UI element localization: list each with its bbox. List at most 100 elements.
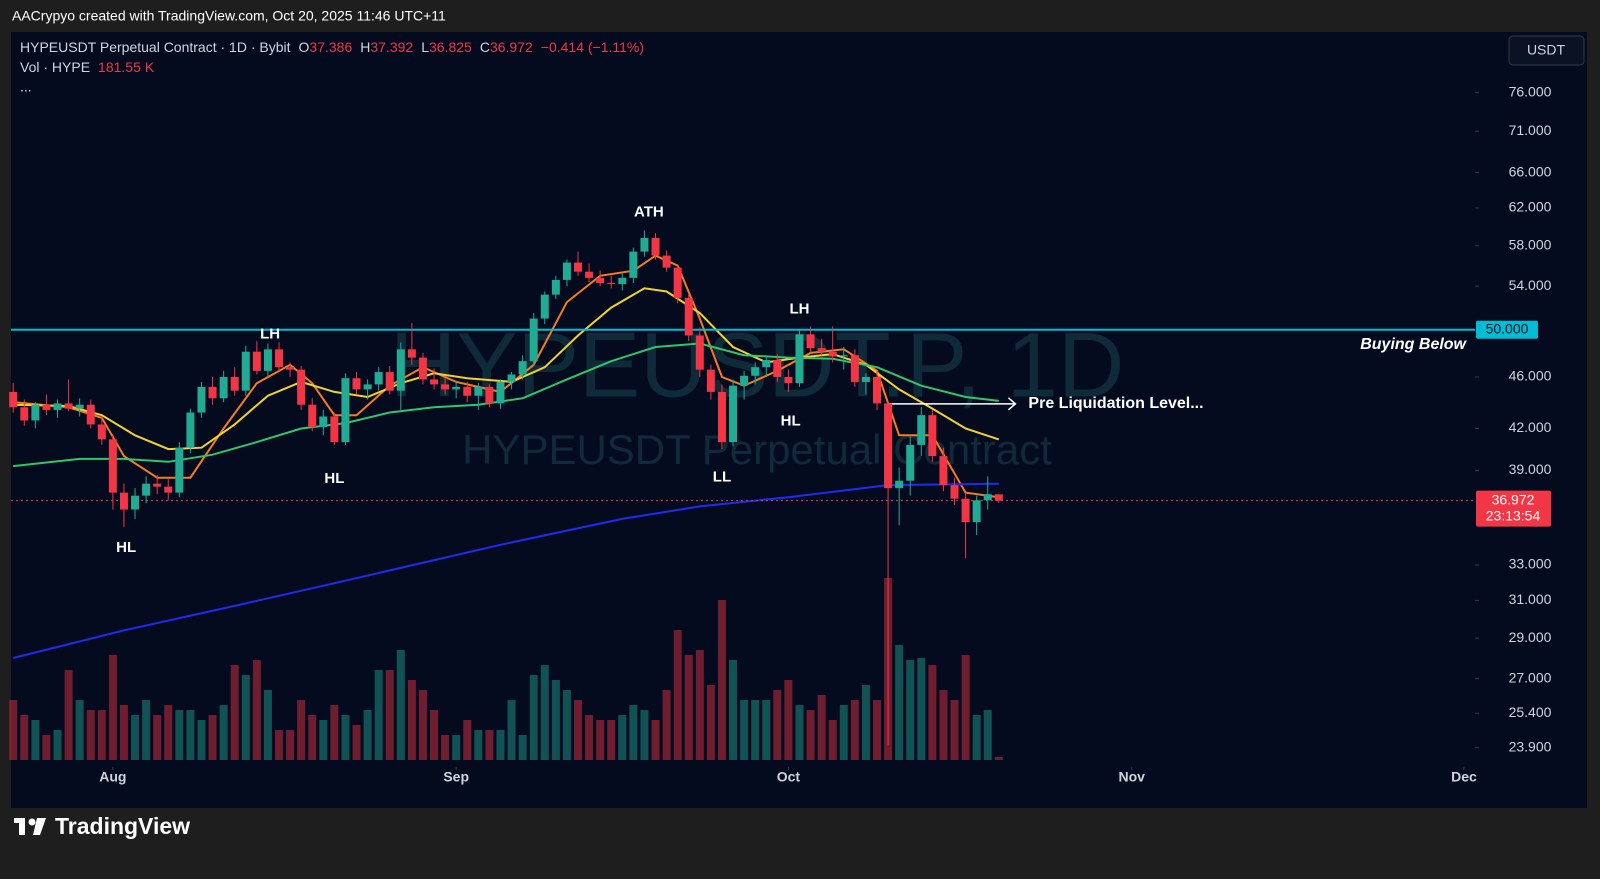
candle-body [917,415,926,445]
volume-bar [939,690,948,760]
candle-body [784,376,793,384]
volume-bar [297,700,306,760]
volume-bar [119,705,128,760]
volume-bar [529,675,538,760]
legend-letter: H [360,39,370,55]
candle-body [618,277,627,285]
y-tick-label: 23.900 [1509,738,1552,754]
candle-body [839,355,848,357]
candle-body [474,386,483,396]
candle-body [430,379,439,385]
volume-bar [795,705,804,760]
legend-letter: O [299,39,310,55]
candle-body [540,294,549,319]
candle-body [695,335,704,370]
volume-bar [197,720,206,760]
y-tick-label: 33.000 [1509,556,1552,572]
candle-body [872,376,881,404]
candle-body [252,351,261,371]
volume-bar [230,665,239,760]
volume-bar [75,700,84,760]
currency-label[interactable]: USDT [1527,42,1566,58]
candle-body [573,262,582,272]
candle-body [961,498,970,523]
volume-bar [573,700,582,760]
candle-body [895,480,904,489]
candle-body [817,348,826,352]
candle-body [108,439,117,493]
candle-body [673,267,682,298]
candle-body [186,412,195,448]
volume-bar [485,730,494,760]
candle-body [42,404,51,410]
candle-body [806,334,815,349]
y-tick-label: 25.400 [1509,704,1552,720]
volume-bar [474,730,483,760]
volume-bar [496,730,505,760]
volume-bar [186,710,195,760]
candle-body [684,297,693,336]
candle-body [717,391,726,443]
volume-bar [751,700,760,760]
volume-bar [9,700,18,760]
volume-bar [507,700,516,760]
y-tick-label: 66.000 [1509,163,1552,179]
volume-bar [695,650,704,760]
candle-body [153,483,162,487]
legend-letter: C [480,39,490,55]
candle-body [485,386,494,404]
volume-bar [607,720,616,760]
annotation: HL [324,470,344,487]
y-tick-label: 58.000 [1509,236,1552,252]
volume-bar [131,715,140,760]
y-tick-label: 39.000 [1509,461,1552,477]
x-tick-label: Nov [1118,769,1145,785]
x-tick-label: Sep [443,769,469,785]
candle-body [142,483,151,496]
volume-bar [374,670,383,760]
candle-body [463,386,472,396]
currency-button[interactable] [1508,35,1585,66]
footer-text: TradingView [55,813,190,839]
volume-bar [917,658,926,760]
legend-value: 36.972 [490,39,533,55]
volume-bar [418,690,427,760]
annotation: LH [260,325,280,342]
volume-bar [241,675,250,760]
volume-bar [396,650,405,760]
price-badge [1476,490,1551,527]
volume-bar [42,735,51,760]
candle-body [75,404,84,409]
y-tick-label: 46.000 [1509,368,1552,384]
volume-bar [762,700,771,760]
y-tick-label: 31.000 [1509,591,1552,607]
x-tick-label: Oct [777,769,801,785]
candle-body [496,381,505,404]
y-tick-label: 27.000 [1509,669,1552,685]
candle-body [939,456,948,486]
annotation: LL [713,469,731,486]
candle-body [762,359,771,368]
volume-bar [961,655,970,760]
candle-body [983,494,992,501]
candle-body [197,386,206,413]
volume-bar [175,710,184,760]
volume-bar [684,655,693,760]
legend-more: ... [20,79,32,95]
candle-body [230,376,239,391]
volume-bar [950,700,959,760]
level-text: Buying Below [1360,336,1467,353]
volume-bar [651,720,660,760]
level-badge [1476,320,1538,339]
candle-body [274,349,283,368]
logo-shape [19,818,25,835]
candle-body [374,372,383,385]
volume-bar [562,690,571,760]
legend-line: HYPEUSDT Perpetual Contract · 1D · Bybit… [20,39,644,55]
candle-body [751,367,760,376]
candle-body [441,384,450,390]
legend-value: 36.825 [429,39,472,55]
volume-bar [784,680,793,760]
candle-body [330,416,339,443]
candle-body [640,237,649,252]
